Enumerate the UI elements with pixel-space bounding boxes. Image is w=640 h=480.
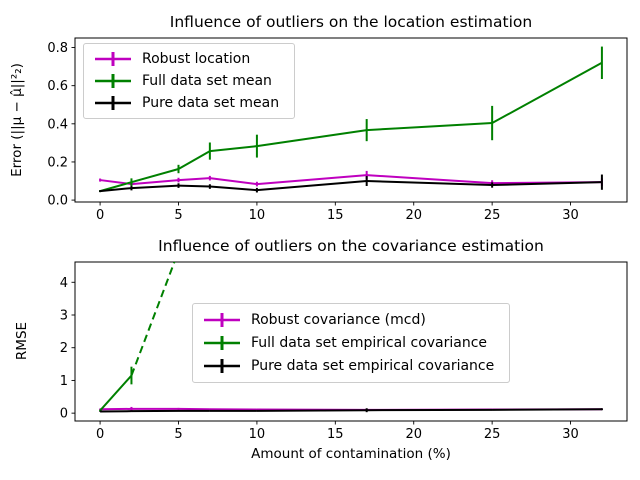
x-tick-label: 30 [562, 427, 579, 442]
series-segment [366, 180, 493, 187]
series-segment [256, 174, 367, 186]
y-tick-label: 0.0 [47, 194, 68, 209]
y-tick-label: 1 [60, 374, 68, 389]
series-group [99, 262, 603, 413]
x-tick-label: 10 [249, 208, 266, 223]
y-tick-label: 2 [60, 341, 68, 356]
series-segment [131, 168, 179, 184]
series-segment [178, 177, 210, 182]
series-segment [256, 180, 367, 192]
location-ylabel: Error (||μ − μ̂||²₂) [9, 63, 25, 177]
series-segment [256, 409, 367, 412]
series-segment [256, 129, 367, 148]
legend-label: Robust covariance (mcd) [251, 311, 426, 328]
y-tick-label: 4 [60, 276, 68, 291]
x-tick-label: 20 [405, 208, 422, 223]
x-tick-label: 25 [484, 427, 501, 442]
y-tick-label: 0.2 [47, 155, 68, 170]
errorbar-marker-icon [204, 335, 240, 350]
series-segment [492, 408, 602, 411]
legend-item: Full data set mean [93, 71, 285, 91]
series-segment [366, 174, 493, 185]
covariance-ylabel: RMSE [14, 321, 30, 361]
x-tick-label: 25 [484, 208, 501, 223]
location-legend: Robust location Full data set mean Pure da… [83, 43, 295, 119]
errorbar-marker-icon [204, 359, 240, 374]
series-segment [99, 374, 133, 412]
x-tick-label: 0 [96, 427, 104, 442]
series-segment [131, 184, 179, 190]
series-segment [178, 184, 210, 188]
x-tick-label: 20 [405, 427, 422, 442]
series-segment [130, 262, 176, 376]
legend-label: Pure data set mean [142, 95, 280, 111]
legend-item: Robust covariance (mcd) [202, 310, 500, 330]
series-segment [131, 179, 179, 186]
errorbar-marker-icon [204, 312, 240, 327]
y-tick-label: 0.6 [47, 79, 68, 94]
errorbar-marker-icon [95, 96, 131, 110]
series-segment [99, 187, 132, 193]
legend-label: Full data set mean [142, 73, 272, 89]
legend-item: Robust location [93, 49, 285, 69]
series-group [99, 46, 603, 193]
axes-0: 0 5 10 15 20 25 30 0.0 0.2 0.4 0.6 0.8 [47, 37, 628, 223]
series-segment [209, 145, 258, 153]
series-segment [366, 122, 493, 132]
series-segment [209, 185, 257, 192]
y-tick-label: 0.8 [47, 41, 68, 56]
x-tick-label: 15 [327, 208, 344, 223]
legend-label: Full data set empirical covariance [251, 334, 488, 351]
covariance-chart-title: Influence of outliers on the covariance … [158, 237, 544, 255]
axes-frame [74, 37, 628, 203]
y-tick-label: 0.4 [47, 117, 68, 132]
x-tick-label: 5 [174, 427, 182, 442]
legend-item: Pure data set empirical covariance [202, 356, 500, 376]
x-tick-label: 15 [327, 427, 344, 442]
x-tick-label: 10 [249, 427, 266, 442]
series-segment [209, 177, 258, 186]
errorbar-marker-icon [95, 74, 131, 88]
y-tick-label: 3 [60, 309, 68, 324]
covariance-legend: Robust covariance (mcd) Full data set emp… [192, 303, 510, 383]
series-segment [178, 150, 211, 170]
legend-label: Robust location [142, 51, 251, 67]
legend-item: Pure data set mean [93, 93, 285, 113]
legend-label: Pure data set empirical covariance [251, 358, 495, 375]
series-segment [491, 61, 603, 124]
axes-frame [74, 261, 628, 422]
errorbar-marker-icon [95, 52, 131, 66]
legend-item: Full data set empirical covariance [202, 333, 500, 353]
contamination-xlabel: Amount of contamination (%) [251, 446, 451, 462]
axes-1: 0 5 10 15 20 25 30 0 1 2 3 4 [60, 261, 628, 442]
y-tick-label: 0 [60, 407, 68, 422]
x-tick-label: 5 [174, 208, 182, 223]
x-tick-label: 30 [562, 208, 579, 223]
location-chart-title: Influence of outliers on the location es… [169, 13, 533, 31]
series-segment [492, 181, 602, 187]
x-tick-label: 0 [96, 208, 104, 223]
